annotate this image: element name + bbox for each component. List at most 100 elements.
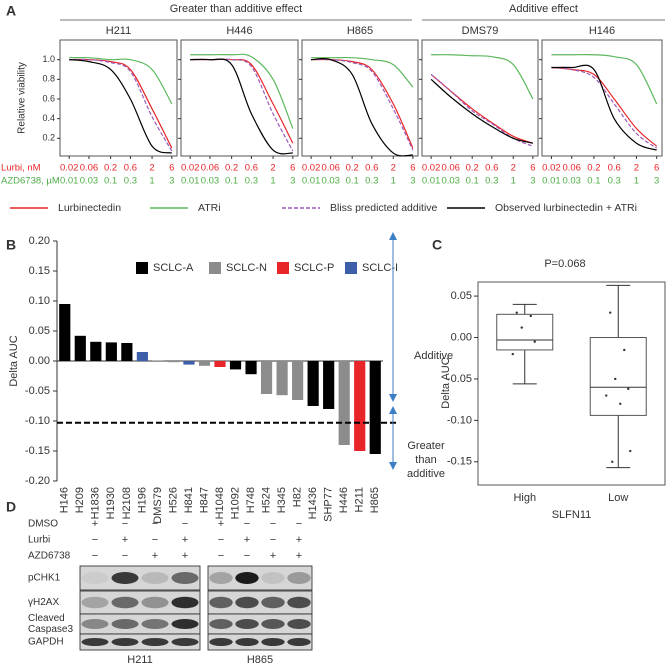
- x2-tick-label: 0.1: [466, 176, 479, 187]
- plot-frame: [59, 39, 178, 157]
- curve: [311, 56, 414, 88]
- bar: [354, 361, 366, 451]
- panel-letter: D: [6, 499, 16, 515]
- protein-label: pCHK1: [28, 573, 61, 584]
- bar: [369, 361, 381, 454]
- x-tick-label: 0.06: [562, 163, 581, 174]
- x-tick-label: 2: [391, 163, 396, 174]
- x-tick-label: 2: [270, 163, 275, 174]
- x-tick-label: H1092: [229, 487, 241, 519]
- x-tick-label: 0.6: [124, 163, 137, 174]
- bar: [292, 361, 304, 400]
- point: [605, 394, 608, 397]
- curve: [190, 58, 294, 144]
- condition-sign: −: [296, 518, 302, 530]
- x-tick-label: H524: [260, 487, 272, 513]
- bar: [323, 361, 335, 409]
- blot-band: [235, 596, 259, 609]
- protein-label: Cleaved: [28, 613, 65, 624]
- blot-band: [171, 596, 199, 609]
- blot-band: [261, 572, 285, 584]
- blot-band: [287, 638, 311, 646]
- x-tick-label: H209: [74, 487, 86, 513]
- panel-letter: A: [6, 3, 16, 19]
- x-tick-label: 0.02: [302, 163, 321, 174]
- x-tick-label: H1930: [105, 487, 117, 519]
- x2-tick-label: 0.3: [365, 176, 378, 187]
- y-tick-label: 0.10: [29, 295, 50, 307]
- bar: [338, 361, 350, 445]
- bar: [229, 361, 242, 370]
- y-tick-label: 0.6: [42, 93, 55, 103]
- x2-tick-label: 1: [270, 176, 275, 187]
- y-axis-label: Delta AUC: [8, 335, 20, 386]
- condition-sign: +: [244, 534, 250, 546]
- condition-sign: +: [182, 550, 188, 562]
- x2-tick-label: 3: [290, 176, 295, 187]
- plot-frame: [180, 39, 299, 157]
- x-tick-label: Low: [608, 492, 628, 504]
- x-tick-label: H446: [338, 487, 350, 513]
- x2-tick-label: 0.01: [181, 176, 200, 187]
- legend-label: SCLC-I: [362, 262, 398, 274]
- x2-tick-label: 3: [169, 176, 174, 187]
- x2-tick-label: 0.03: [562, 176, 581, 187]
- bar: [152, 360, 164, 361]
- blot-band: [81, 572, 109, 584]
- condition-sign: −: [152, 518, 158, 530]
- x-tick-label: 6: [530, 163, 535, 174]
- curve: [430, 73, 534, 147]
- box: [496, 313, 554, 351]
- x-axis-label: SLFN11: [552, 509, 592, 521]
- arrow-head: [389, 394, 397, 402]
- y-tick-label: 1.0: [42, 54, 55, 64]
- condition-sign: −: [218, 534, 224, 546]
- x-tick-label: H847: [198, 487, 210, 513]
- bar: [167, 361, 180, 363]
- blot-strip: [207, 565, 313, 591]
- blot-band: [111, 638, 139, 646]
- blot-band: [209, 572, 233, 584]
- legend-label: SCLC-A: [153, 262, 194, 274]
- x-tick-label: H526: [167, 487, 179, 513]
- x-tick-label: H865: [369, 487, 381, 513]
- x-tick-label: 6: [290, 163, 295, 174]
- legend-swatch: [277, 262, 289, 274]
- x2-tick-label: 0.01: [60, 176, 79, 187]
- x2-tick-label: 0.3: [608, 176, 621, 187]
- condition-sign: +: [122, 534, 128, 546]
- x-tick-label: SHP77: [323, 487, 335, 522]
- condition-sign: +: [152, 550, 158, 562]
- x-tick-label: 0.06: [321, 163, 340, 174]
- annotation: than: [415, 454, 436, 466]
- y-axis-label: Delta AUC: [440, 357, 452, 408]
- x-tick-label: H2108: [121, 487, 133, 519]
- blot-band: [261, 596, 285, 609]
- y-tick-label: -0.15: [447, 456, 472, 468]
- curve: [69, 58, 173, 152]
- bar: [59, 304, 71, 361]
- annotation: additive: [407, 468, 445, 480]
- blot-label: H865: [247, 654, 273, 666]
- y-tick-label: 0.15: [29, 265, 50, 277]
- curve: [69, 58, 173, 149]
- y-tick-label: 0.05: [29, 325, 50, 337]
- blot-band: [81, 638, 109, 646]
- blot-band: [141, 572, 169, 584]
- blot-band: [235, 572, 259, 584]
- condition-sign: +: [218, 518, 224, 530]
- x-tick-label: 0.2: [466, 163, 479, 174]
- bar: [121, 343, 133, 361]
- x-tick-label: 0.6: [608, 163, 621, 174]
- arrow-head: [389, 462, 397, 470]
- condition-sign: +: [296, 534, 302, 546]
- x-tick-label: 0.6: [485, 163, 498, 174]
- blot-band: [111, 596, 139, 609]
- subplot-title: H146: [589, 25, 615, 37]
- curve: [311, 57, 413, 157]
- x2-tick-label: 1: [511, 176, 516, 187]
- condition-sign: −: [270, 518, 276, 530]
- point: [611, 460, 614, 463]
- x-row-label: Lurbi, nM: [1, 163, 41, 174]
- x-tick-label: 0.02: [60, 163, 79, 174]
